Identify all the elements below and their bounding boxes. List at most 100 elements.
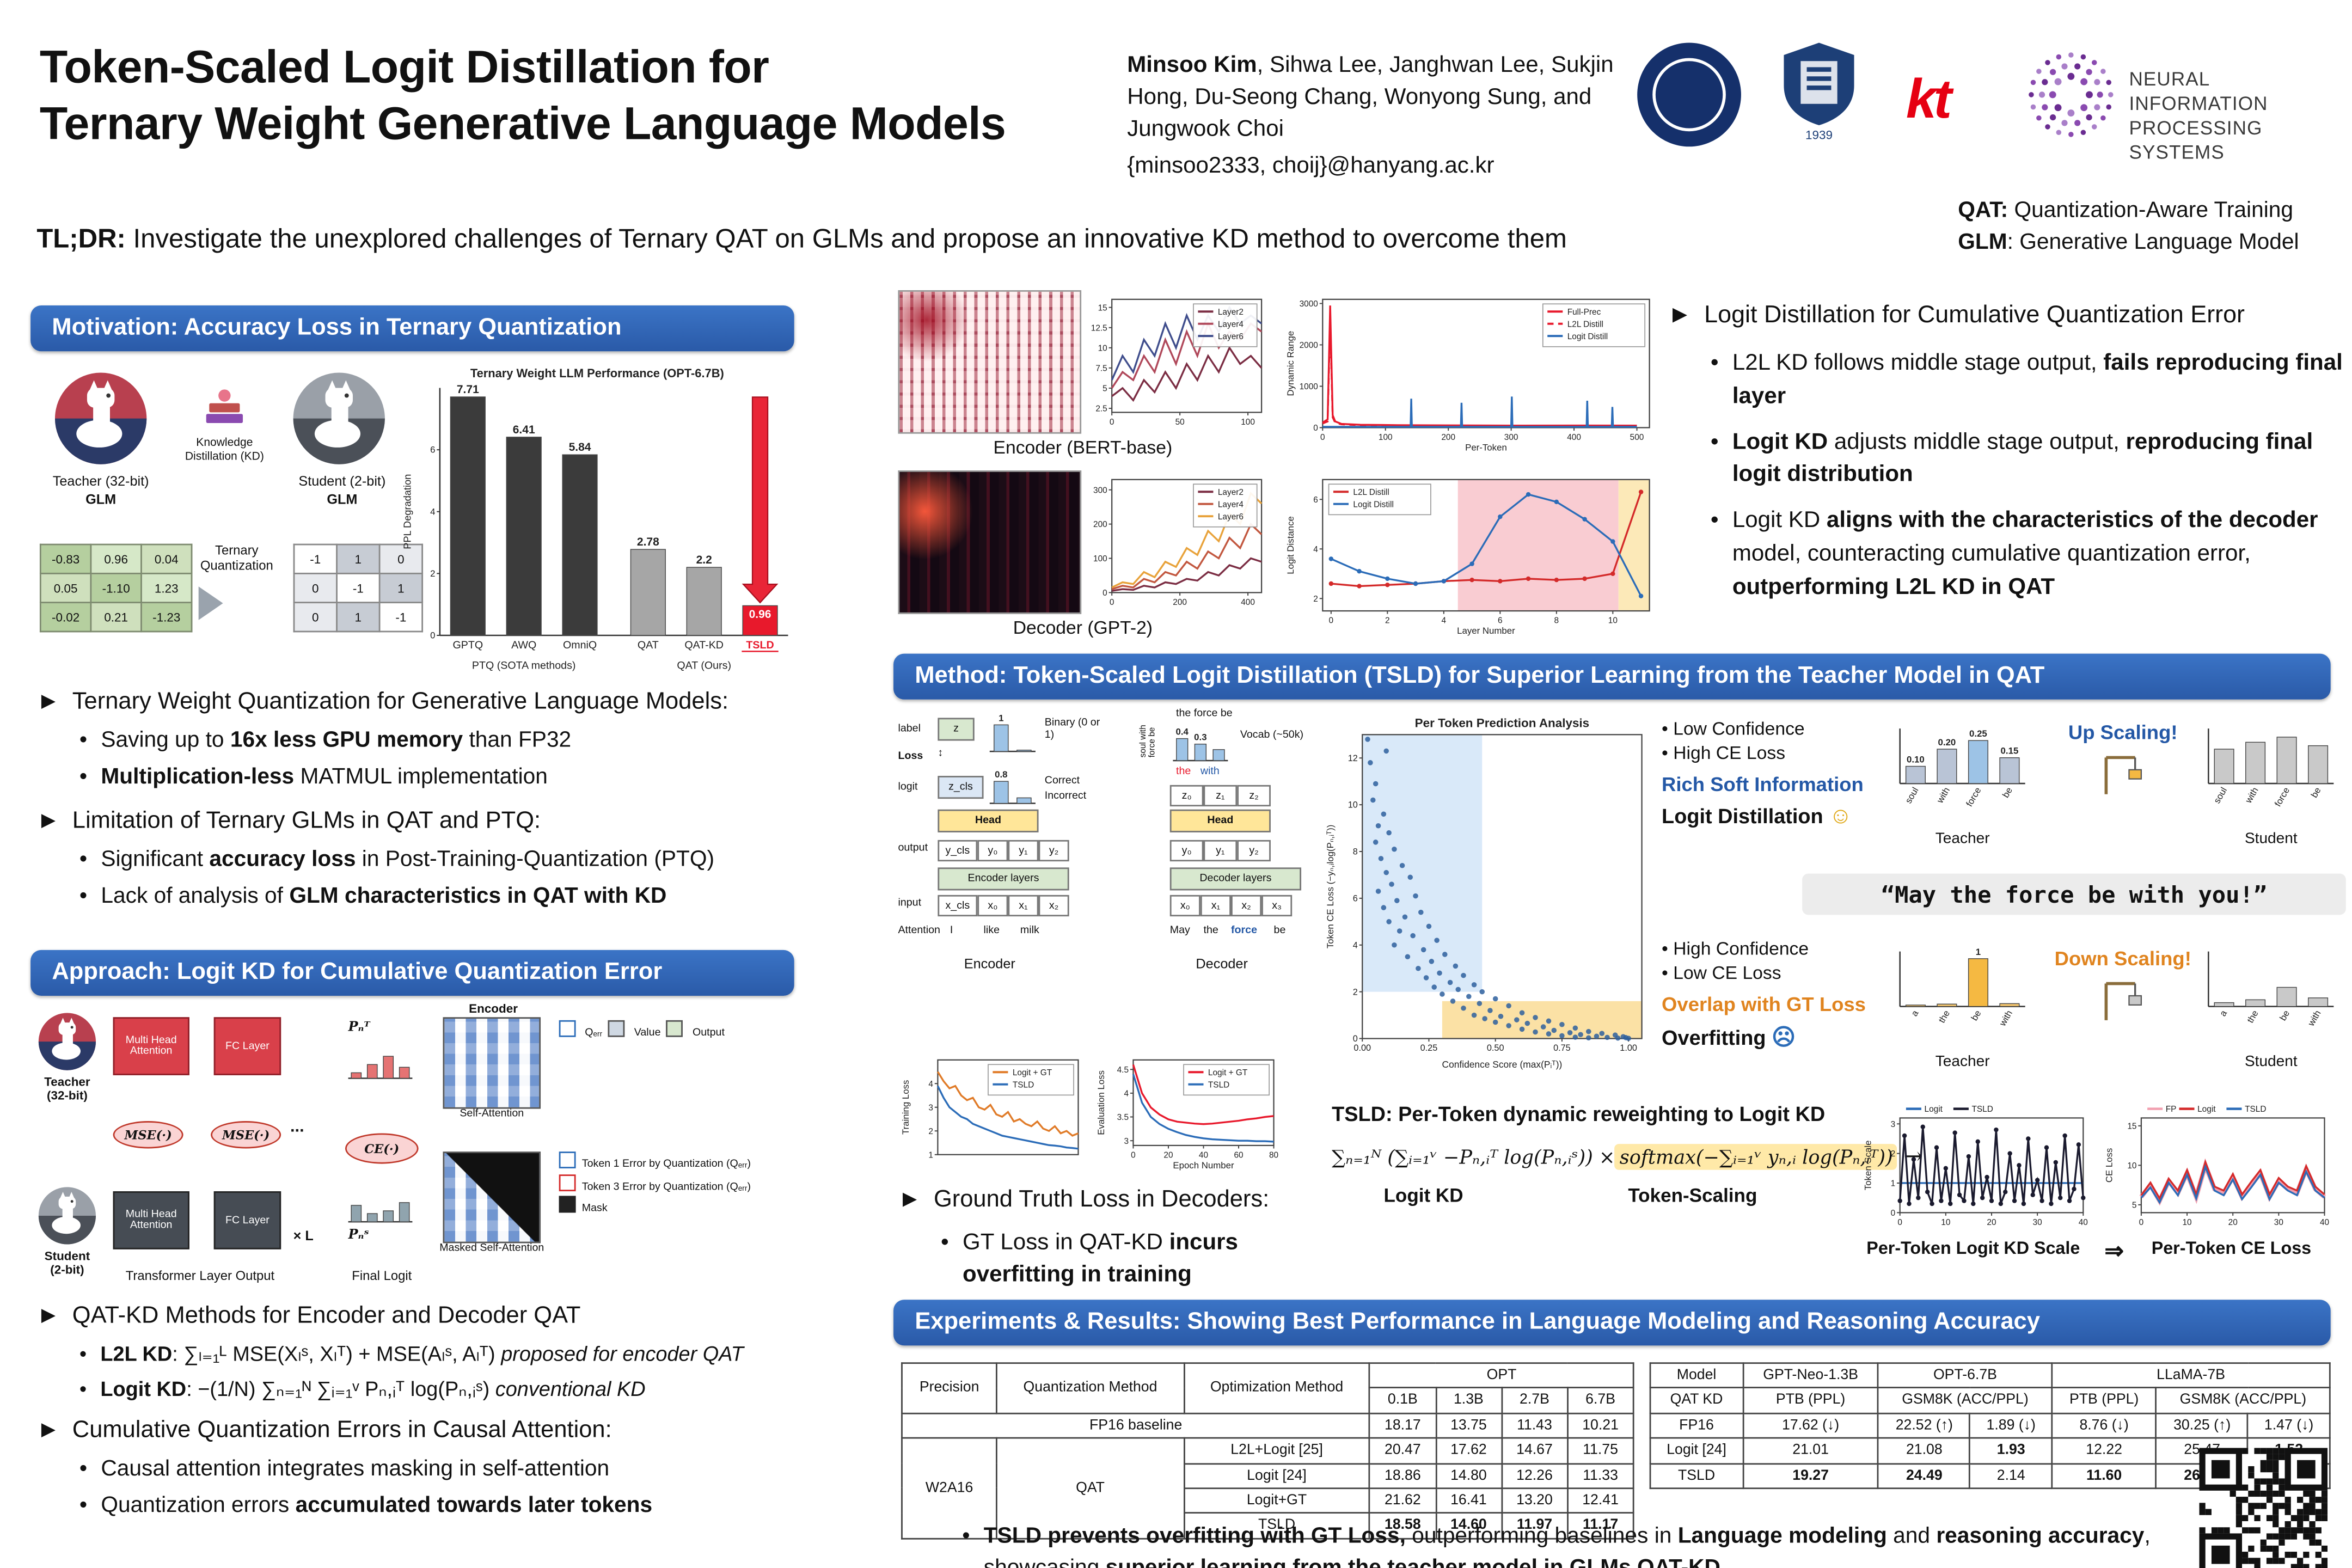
analysis-b1: L2L KD follows middle stage output, fail… [1732, 350, 2343, 409]
svg-text:50: 50 [1175, 418, 1185, 427]
qerr-row: Qₑᵣᵣ Value Output [559, 1020, 725, 1039]
authors: Minsoo Kim, Sihwa Lee, Janghwan Lee, Suk… [1127, 52, 1614, 142]
svg-text:2: 2 [1385, 616, 1390, 626]
encoder-range-chart: 2.5 5 7.5 10 12.5 15 0 50 100 Layer2 Layer4 Layer6 [1085, 290, 1268, 431]
dec-y1: y₁ [1203, 840, 1238, 862]
svg-text:200: 200 [1093, 520, 1107, 529]
table-cell: FP16 [1649, 1412, 1744, 1440]
logo-row: 1939 kt NEURAL INFORMATION PROCESSING SY… [1637, 40, 2339, 171]
matrix-cell: 1 [336, 543, 381, 574]
table-cell: QAT [996, 1437, 1185, 1539]
sub-bullet: Logit KD: −(1/N) ∑ₙ₌₁ᴺ ∑ᵢ₌₁ᵛ Pₙ,ᵢᵀ log(P… [100, 1377, 646, 1400]
conclusion-bullet: • TSLD prevents overfitting with GT Loss,… [962, 1521, 2214, 1568]
svg-text:0: 0 [1329, 616, 1334, 626]
student-caption-1: Student [2244, 831, 2298, 848]
sub-bullet: L2L KD: ∑ₗ₌₁ᴸ MSE(Xₗˢ, Xₗᵀ) + MSE(Aₗˢ, A… [100, 1343, 744, 1367]
svg-text:TSLD: TSLD [2245, 1105, 2266, 1114]
seal-year: 1939 [1805, 128, 1833, 142]
enc-caption: Encoder [964, 956, 1015, 972]
svg-text:5: 5 [1102, 384, 1107, 394]
qr-code [2199, 1448, 2328, 1568]
dec-y2: y₂ [1237, 840, 1271, 862]
svg-text:60: 60 [1234, 1150, 1243, 1160]
svg-text:QAT (Ours): QAT (Ours) [677, 660, 731, 672]
svg-text:0.4: 0.4 [1176, 727, 1189, 737]
svg-text:Full-Prec: Full-Prec [1567, 308, 1601, 317]
bullet: Limitation of Ternary GLMs in QAT and PT… [72, 807, 541, 834]
kd-icon [206, 389, 243, 424]
student-fc-block: FC Layer [213, 1191, 281, 1250]
logit-kd-underlabel: Logit KD [1383, 1185, 1463, 1207]
dec-vocab-caption: Vocab (~50k) [1240, 730, 1304, 741]
encoder-caption: Encoder (BERT-base) [993, 437, 1173, 458]
dynamic-range-chart: 0 1000 2000 3000 0 100 200 300 400 500 Dynamic Ran… [1283, 290, 1655, 455]
overfitting-label: Overfitting [1662, 1026, 1766, 1050]
neurips-logo-icon [2022, 46, 2120, 144]
svg-text:be: be [2000, 786, 2014, 800]
svg-text:0: 0 [1897, 1218, 1902, 1227]
svg-text:2000: 2000 [1300, 341, 1318, 350]
svg-text:0: 0 [1353, 1034, 1358, 1044]
svg-text:6: 6 [430, 445, 435, 455]
svg-text:force: force [2273, 786, 2292, 808]
svg-text:be: be [2277, 1008, 2292, 1022]
table-cell: OPT [1369, 1362, 1634, 1389]
section-header-experiments: Experiments & Results: Showing Best Perf… [893, 1300, 2331, 1346]
method-right-block: • Low Confidence • High CE Loss Rich Sof… [1662, 715, 2352, 1100]
down-scaling-label: Down Scaling! [2054, 947, 2191, 970]
encoder-attention-grid [443, 1017, 541, 1109]
svg-text:200: 200 [1173, 598, 1187, 607]
table-cell: 10.21 [1566, 1412, 1634, 1440]
author-block: Minsoo Kim, Sihwa Lee, Janghwan Lee, Suk… [1127, 49, 1619, 182]
sub-bullet: Saving up to 16x less GPU memory than FP… [101, 729, 572, 754]
dec-z1: z₁ [1203, 785, 1238, 807]
hanyang-logo [1637, 42, 1741, 147]
approach-teacher-l2: (32-bit) [46, 1089, 88, 1103]
kd-label: Knowledge Distillation (KD) [185, 435, 264, 463]
table-cell: 14.67 [1500, 1437, 1569, 1464]
matrix-cell: -1 [336, 572, 381, 604]
high-confidence: High Confidence [1673, 938, 1809, 959]
poster-title: Token-Scaled Logit Distillation for Tern… [40, 40, 1109, 153]
svg-text:0.96: 0.96 [749, 608, 771, 621]
table-cell: 1.47 (↓) [2247, 1412, 2331, 1440]
table-cell: Precision [901, 1362, 998, 1414]
logit-distillation-label: Logit Distillation [1662, 805, 1823, 828]
crane-icon [2104, 756, 2142, 794]
enc-x1: x₁ [1008, 895, 1039, 917]
matrix-cell: -1.23 [140, 602, 193, 633]
svg-text:Logit: Logit [1925, 1105, 1943, 1114]
table-cell: 16.41 [1435, 1487, 1503, 1514]
enc-zcls-box: z_cls [938, 776, 984, 799]
student-logit-label: Pₙˢ [348, 1228, 369, 1244]
svg-text:40: 40 [2320, 1218, 2329, 1227]
table-cell: TSLD [1183, 1512, 1371, 1539]
svg-text:8: 8 [1353, 847, 1358, 857]
transformer-output-label: Transformer Layer Output [125, 1267, 275, 1283]
svg-text:3: 3 [1124, 1137, 1129, 1146]
student-logit-bars [345, 1182, 415, 1225]
teacher-sub: GLM [85, 492, 117, 507]
svg-text:with: with [1997, 1008, 2014, 1028]
legend-token1: Token 1 Error by Quantization (Qₑᵣᵣ) [581, 1159, 751, 1170]
svg-text:Dynamic Range: Dynamic Range [1285, 331, 1296, 396]
svg-text:1000: 1000 [1300, 382, 1318, 391]
loss-charts: 1 2 3 4 Training Loss Logit + GT TSLD 3 3.5 4 4.5… [898, 1051, 1283, 1173]
frown-emoji: ☹ [1772, 1025, 1796, 1051]
enc-y2: y₂ [1038, 840, 1069, 862]
matrix-cell: -0.02 [39, 602, 92, 633]
svg-text:1: 1 [999, 713, 1003, 723]
svg-text:the: the [2245, 1008, 2260, 1025]
svg-text:30: 30 [2033, 1218, 2042, 1227]
table-cell: 19.27 [1742, 1462, 1879, 1489]
neurips-logo-text: NEURAL INFORMATION PROCESSING SYSTEMS [2129, 69, 2268, 164]
sub-bullet: Lack of analysis of GLM characteristics … [101, 883, 667, 908]
table-cell: 13.75 [1435, 1412, 1503, 1440]
dec-vocab-hist: 0.4 0.3 [1170, 721, 1231, 764]
teacher-label: Teacher (32-bit) [52, 473, 149, 489]
kt-logo: kt [1906, 67, 1952, 130]
table-cell: 18.17 [1369, 1412, 1437, 1440]
table-cell: Logit+GT [1183, 1487, 1371, 1514]
matrix-cell: 0.96 [90, 543, 142, 574]
enc-x0: x₀ [977, 895, 1008, 917]
